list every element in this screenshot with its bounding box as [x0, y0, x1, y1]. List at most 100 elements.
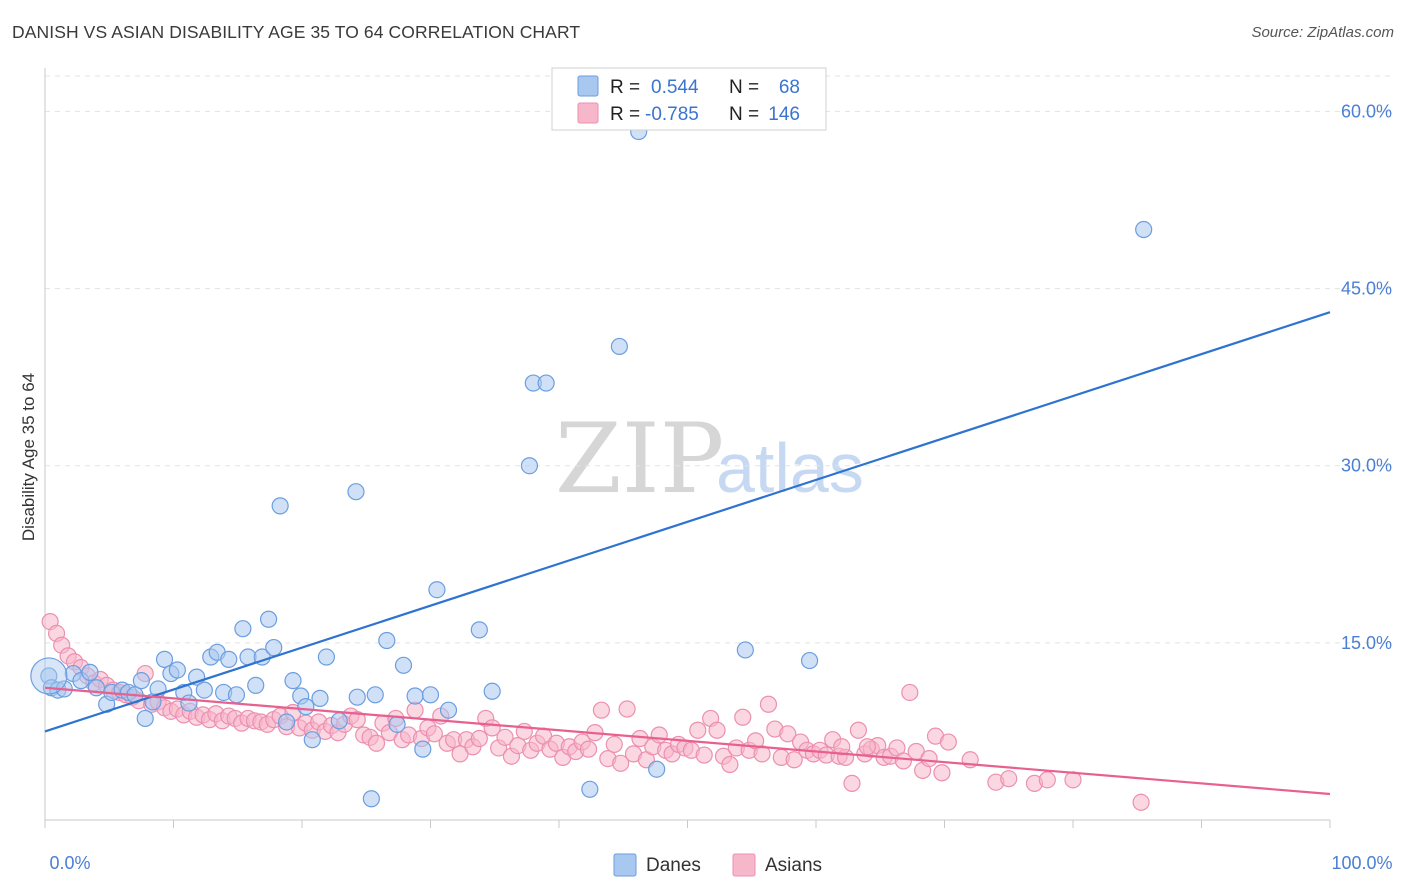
x-tick-label-max: 100.0%	[1331, 853, 1392, 873]
legend-danes-n-label: N =	[729, 77, 759, 98]
danes-point	[220, 650, 238, 668]
asians-point	[348, 711, 366, 729]
asians-point	[425, 725, 443, 743]
danes-point-cluster	[30, 657, 68, 695]
y-tick-labels: 15.0% 30.0% 45.0% 60.0%	[1341, 101, 1392, 652]
asians-point	[843, 774, 861, 792]
legend: R = 0.544 N = 68 R = -0.785 N = 146	[551, 67, 827, 131]
legend-asians-swatch	[577, 102, 599, 124]
danes-point	[428, 581, 446, 599]
source-credit: Source: ZipAtlas.com	[1251, 24, 1394, 41]
asians-point	[470, 729, 488, 748]
danes-point	[1135, 220, 1153, 239]
y-axis-title: Disability Age 35 to 64	[19, 373, 38, 541]
asians-point	[708, 721, 726, 739]
danes-point	[195, 681, 213, 699]
danes-point	[470, 621, 488, 639]
bottom-legend-asians-swatch	[732, 853, 756, 877]
asians-point	[650, 726, 668, 744]
legend-asians-n-value: 146	[768, 104, 800, 125]
legend-asians-n-label: N =	[729, 104, 759, 125]
danes-point	[414, 740, 432, 758]
danes-trend-line	[44, 311, 1331, 733]
asians-point	[759, 695, 778, 713]
bottom-legend: Danes Asians	[613, 853, 822, 877]
danes-point	[483, 682, 501, 700]
asians-point	[496, 728, 514, 746]
asians-point	[779, 725, 797, 743]
asians-point	[785, 751, 803, 769]
asians-point	[367, 734, 386, 752]
danes-point	[378, 631, 396, 650]
asians-point	[1132, 793, 1150, 811]
legend-danes-n-value: 68	[779, 77, 800, 98]
gridlines	[45, 75, 1392, 644]
asians-point	[695, 746, 713, 764]
danes-point	[265, 638, 283, 657]
danes-point	[311, 689, 329, 707]
asians-point	[612, 754, 630, 772]
danes-point	[394, 656, 413, 674]
danes-point	[136, 709, 154, 728]
danes-point	[247, 676, 265, 694]
asians-point	[939, 733, 957, 751]
asians-point	[734, 708, 752, 726]
asians-trend-line	[44, 686, 1331, 796]
asians-point	[901, 683, 919, 702]
asians-points	[41, 612, 1150, 811]
legend-danes-swatch	[577, 75, 599, 97]
asians-point	[933, 764, 951, 782]
danes-point	[736, 641, 754, 659]
asians-point	[592, 701, 611, 719]
asians-point	[1038, 771, 1056, 789]
danes-point	[303, 731, 321, 749]
danes-point	[155, 650, 174, 668]
danes-point	[227, 686, 246, 704]
asians-point	[579, 740, 598, 758]
danes-point	[277, 713, 296, 731]
asians-point	[689, 721, 707, 739]
asians-point	[833, 738, 851, 756]
danes-point	[366, 686, 384, 704]
danes-point	[168, 661, 186, 679]
legend-danes-r-value: 0.544	[651, 77, 699, 98]
danes-point	[81, 663, 99, 681]
asians-point	[605, 735, 623, 754]
danes-point	[347, 483, 365, 501]
watermark-zip: ZIP	[555, 403, 724, 515]
danes-point	[330, 712, 348, 730]
chart-title: DANISH VS ASIAN DISABILITY AGE 35 TO 64 …	[12, 22, 581, 42]
danes-point	[800, 651, 819, 670]
danes-point	[537, 374, 555, 392]
danes-point	[297, 698, 315, 716]
danes-point	[406, 687, 424, 705]
asians-point	[894, 752, 912, 770]
danes-point	[234, 620, 252, 638]
bottom-legend-asians-label: Asians	[765, 855, 822, 876]
danes-point	[284, 672, 302, 690]
danes-point	[648, 760, 666, 778]
asians-point	[1000, 770, 1018, 788]
legend-danes-r-label: R =	[610, 77, 640, 98]
danes-point	[421, 686, 440, 704]
watermark-atlas: atlas	[716, 429, 864, 507]
asians-point	[920, 749, 938, 768]
danes-point	[581, 780, 599, 798]
danes-point	[180, 694, 198, 712]
bottom-legend-danes-label: Danes	[646, 855, 701, 876]
danes-point	[132, 672, 150, 690]
legend-asians-r-label: R =	[610, 104, 640, 125]
danes-point	[348, 688, 366, 706]
asians-point	[618, 700, 636, 718]
asians-point	[721, 755, 739, 774]
y-tick-label: 30.0%	[1341, 456, 1392, 476]
danes-point	[271, 497, 289, 515]
y-tick-label: 45.0%	[1341, 279, 1392, 299]
trend-lines	[44, 311, 1331, 796]
y-tick-label: 60.0%	[1341, 101, 1392, 121]
danes-point	[439, 701, 458, 719]
x-tick-label-min: 0.0%	[49, 853, 90, 873]
danes-point	[520, 457, 539, 475]
y-tick-label: 15.0%	[1341, 633, 1392, 653]
